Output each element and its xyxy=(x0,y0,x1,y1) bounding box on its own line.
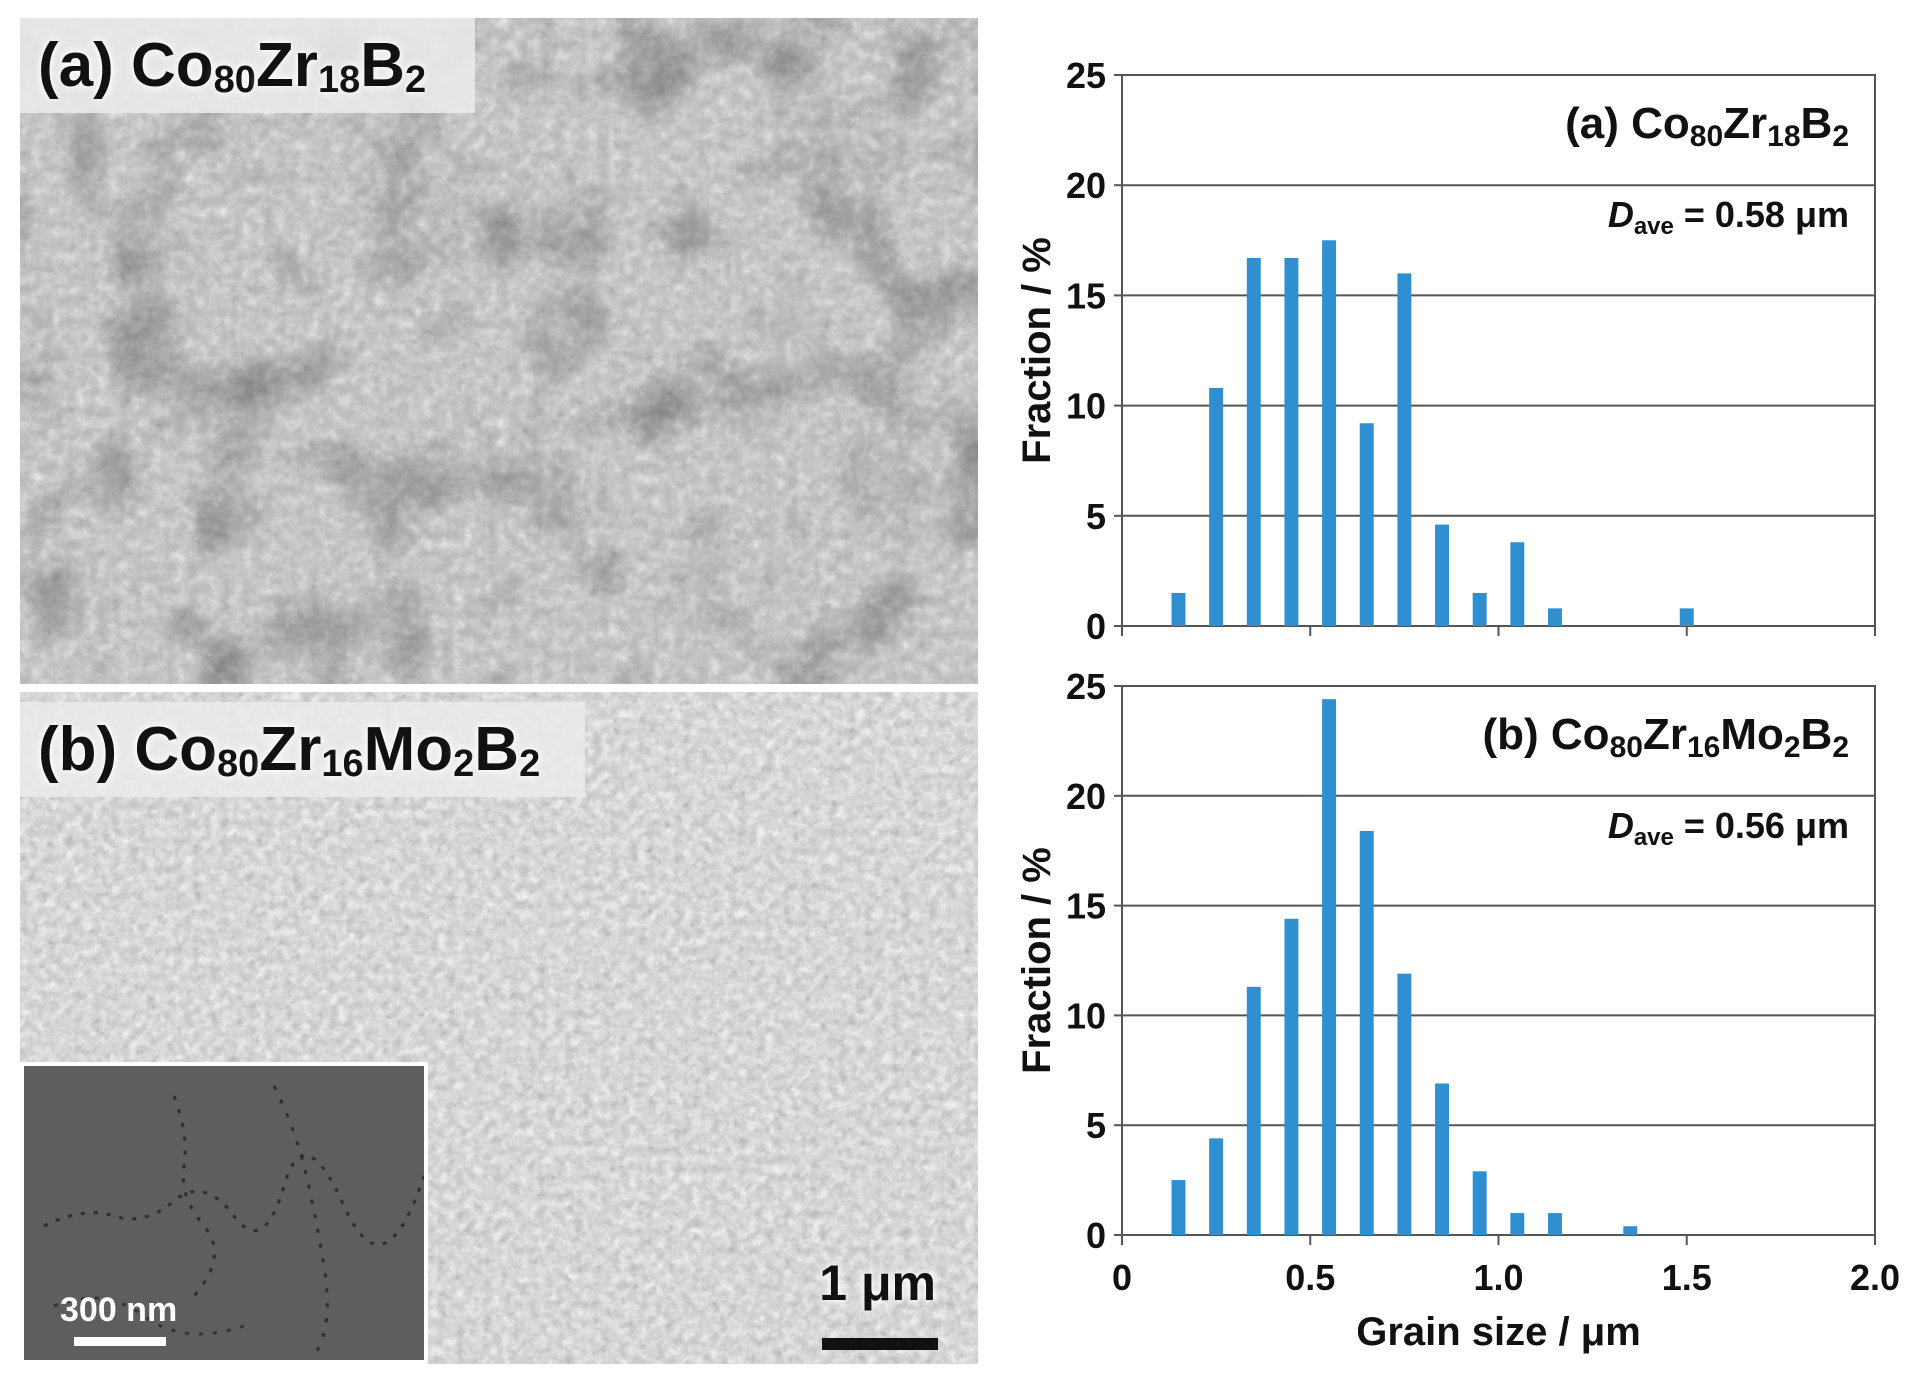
chart-panel-label-b: (b) Co80Zr16Mo2B2 xyxy=(1483,710,1850,764)
bar-b xyxy=(1623,1226,1638,1235)
bar-a xyxy=(1359,423,1374,626)
inset-image: 300 nm xyxy=(20,1062,428,1364)
y-tick-label-b: 0 xyxy=(1086,1215,1106,1256)
y-tick-label-a: 25 xyxy=(1066,55,1106,96)
scale-bar-label: 1 μm xyxy=(819,1255,936,1311)
bar-b xyxy=(1322,699,1337,1235)
x-tick-label-b: 2.0 xyxy=(1850,1257,1900,1298)
bar-a xyxy=(1209,387,1224,626)
y-tick-label-a: 5 xyxy=(1086,496,1106,537)
bar-b xyxy=(1171,1180,1186,1235)
inset-texture xyxy=(24,1066,424,1360)
x-tick-label-b: 0.5 xyxy=(1285,1257,1335,1298)
grain-size-histograms: 0 5 10 15 20 25 Fraction / % (a) Co80Zr18B2 Dave… xyxy=(1015,55,1900,1354)
sem-texture-a xyxy=(20,18,978,684)
bar-b xyxy=(1472,1171,1487,1235)
x-tick-label-b: 1.0 xyxy=(1473,1257,1523,1298)
bar-a xyxy=(1171,592,1186,626)
plot-frame-b xyxy=(1121,685,1876,1236)
bar-b xyxy=(1435,1083,1449,1235)
sem-panel-label-b: (b) Co80Zr16Mo2B2 xyxy=(38,715,541,785)
y-tick-label-a: 20 xyxy=(1066,165,1106,206)
bar-b xyxy=(1397,973,1412,1235)
mean-size-annotation-b: Dave = 0.56 μm xyxy=(1608,805,1849,851)
chart-panel-label-a: (a) Co80Zr18B2 xyxy=(1565,99,1849,153)
y-tick-label-b: 25 xyxy=(1066,666,1106,707)
scale-bar xyxy=(822,1338,938,1350)
x-tick-label-b: 0 xyxy=(1112,1257,1132,1298)
y-axis-label-b: Fraction / % xyxy=(1015,847,1059,1074)
y-tick-label-b: 5 xyxy=(1086,1105,1106,1146)
x-axis-label-b: Grain size / μm xyxy=(1356,1310,1641,1354)
bar-b xyxy=(1359,830,1374,1235)
inset-scale-bar xyxy=(74,1337,166,1346)
bar-a xyxy=(1510,542,1525,626)
sem-image-b: (b) Co80Zr16Mo2B2 300 nm 1 μm xyxy=(20,692,978,1364)
sem-image-a: (a) Co80Zr18B2 xyxy=(20,18,978,684)
bar-b xyxy=(1209,1138,1224,1235)
bar-b xyxy=(1284,918,1299,1235)
bar-a xyxy=(1397,273,1412,626)
bar-b xyxy=(1548,1213,1562,1235)
bar-a xyxy=(1548,608,1562,626)
sem-panel-label-a: (a) Co80Zr18B2 xyxy=(38,31,427,101)
label-backdrop-a xyxy=(20,18,475,113)
bar-a xyxy=(1679,608,1694,626)
y-tick-label-b: 20 xyxy=(1066,776,1106,817)
label-backdrop-b xyxy=(20,702,585,797)
y-tick-label-a: 15 xyxy=(1066,275,1106,316)
bar-a xyxy=(1472,592,1487,626)
y-tick-label-b: 15 xyxy=(1066,886,1106,927)
bar-a xyxy=(1322,240,1337,627)
y-tick-label-a: 0 xyxy=(1086,606,1106,647)
y-tick-label-a: 10 xyxy=(1066,386,1106,427)
mean-size-annotation-a: Dave = 0.58 μm xyxy=(1608,194,1849,240)
bar-b xyxy=(1510,1213,1525,1235)
bar-b xyxy=(1246,986,1261,1235)
x-tick-label-b: 1.5 xyxy=(1662,1257,1712,1298)
y-tick-label-b: 10 xyxy=(1066,995,1106,1036)
bar-a xyxy=(1246,257,1261,626)
bar-a xyxy=(1435,524,1449,626)
bar-a xyxy=(1284,257,1299,626)
plot-frame-a xyxy=(1121,74,1876,627)
y-axis-label-a: Fraction / % xyxy=(1015,237,1059,464)
inset-scale-label: 300 nm xyxy=(60,1291,178,1329)
